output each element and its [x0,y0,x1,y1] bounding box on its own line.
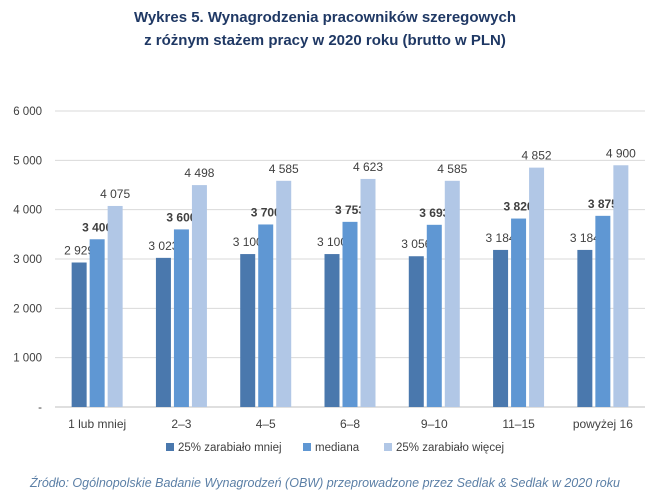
data-label: 4 585 [269,162,299,176]
data-label: 3 056 [401,237,431,251]
x-tick-label: powyżej 16 [573,417,633,431]
y-tick-label: 3 000 [13,254,42,266]
bar-2 [107,205,123,407]
bar-1 [426,224,442,407]
y-tick-label: 2 000 [13,303,42,315]
y-tick-label: 6 000 [13,106,42,118]
x-tick-label: 9–10 [421,417,448,431]
bar-1 [511,218,527,407]
bar-chart: - 1 000 2 000 3 000 4 000 5 000 6 000 2 929 3 40… [13,106,645,454]
data-label: 3 820 [504,200,534,214]
data-label: 4 852 [522,149,552,163]
source-note: Źródło: Ogólnopolskie Badanie Wynagrodze… [30,476,620,490]
bar-0 [324,254,340,407]
bar-1 [89,239,105,407]
bar-0 [155,257,171,407]
data-label: 3 023 [148,239,178,253]
bar-1 [342,221,358,407]
bar-2 [276,180,292,407]
data-label: 4 900 [606,146,636,160]
legend-swatch [384,443,392,451]
legend-swatch [166,443,174,451]
chart-title-line2: z różnym stażem pracy w 2020 roku (brutt… [144,32,506,49]
bar-0 [71,262,87,407]
bar-0 [577,249,593,407]
x-tick-label: 4–5 [256,417,276,431]
data-label: 3 700 [251,205,281,219]
bar-2 [444,180,460,407]
data-label: 4 585 [437,162,467,176]
data-label: 3 184 [486,231,516,245]
x-tick-label: 11–15 [502,417,535,431]
legend-swatch [303,443,311,451]
data-label: 4 075 [100,187,130,201]
data-label: 3 184 [570,231,600,245]
legend-label: 25% zarabiało mniej [178,442,282,454]
bar-0 [240,254,256,407]
data-label: 3 693 [419,206,449,220]
bar-0 [493,249,509,407]
y-tick-label: - [38,402,42,414]
y-tick-label: 1 000 [13,353,42,365]
bar-2 [529,167,545,407]
bar-2 [191,185,207,407]
y-tick-label: 5 000 [13,155,42,167]
bar-1 [595,215,611,407]
bar-2 [613,165,629,407]
legend-label: 25% zarabiało więcej [396,442,504,454]
data-label: 3 100 [233,235,263,249]
data-label: 3 753 [335,203,365,217]
data-label: 4 498 [184,166,214,180]
data-label: 4 623 [353,160,383,174]
y-tick-label: 4 000 [13,205,42,217]
data-label: 3 100 [317,235,347,249]
data-label: 3 875 [588,197,618,211]
bar-0 [408,256,424,407]
chart-title-line1: Wykres 5. Wynagrodzenia pracowników szer… [133,9,517,26]
data-label: 3 600 [166,210,196,224]
bar-1 [173,229,189,407]
legend-label: mediana [315,442,360,454]
data-label: 2 929 [64,244,94,258]
x-tick-label: 2–3 [171,417,191,431]
x-tick-label: 6–8 [340,417,360,431]
x-tick-label: 1 lub mniej [68,417,126,431]
data-label: 3 400 [82,220,112,234]
bar-1 [258,224,274,407]
bar-2 [360,178,376,407]
